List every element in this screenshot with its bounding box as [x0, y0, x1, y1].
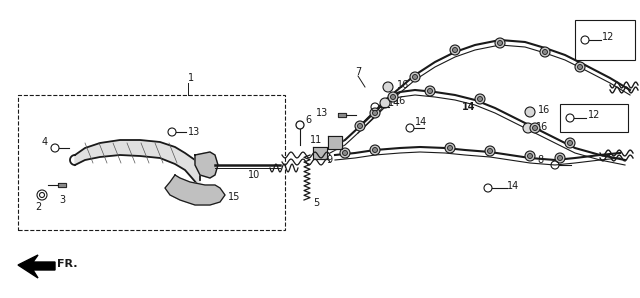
Text: 13: 13 [316, 108, 328, 118]
Text: 16: 16 [397, 80, 409, 90]
Circle shape [342, 150, 348, 156]
Circle shape [370, 145, 380, 155]
Circle shape [428, 89, 433, 94]
Circle shape [568, 140, 573, 145]
Text: 16: 16 [538, 105, 550, 115]
Text: 8: 8 [538, 155, 544, 165]
Text: 3: 3 [59, 195, 65, 205]
Circle shape [340, 148, 350, 158]
Circle shape [383, 82, 393, 92]
Text: 7: 7 [355, 67, 361, 77]
Circle shape [425, 86, 435, 96]
Circle shape [575, 62, 585, 72]
Circle shape [532, 125, 538, 131]
Text: FR.: FR. [57, 259, 77, 269]
Text: 14: 14 [507, 181, 519, 191]
Circle shape [565, 138, 575, 148]
Polygon shape [195, 152, 218, 178]
Circle shape [388, 92, 398, 102]
Circle shape [372, 111, 378, 116]
Bar [575, 20, 635, 60]
Text: 16: 16 [536, 122, 548, 132]
Text: 13: 13 [188, 127, 200, 137]
Circle shape [555, 153, 565, 163]
Circle shape [557, 156, 563, 161]
Circle shape [445, 143, 455, 153]
Circle shape [485, 146, 495, 156]
Polygon shape [328, 136, 342, 149]
Polygon shape [338, 113, 346, 117]
Text: 12: 12 [588, 110, 600, 120]
Circle shape [530, 123, 540, 133]
Circle shape [358, 123, 362, 128]
Text: 9: 9 [326, 155, 332, 165]
Text: 10: 10 [248, 170, 260, 180]
Circle shape [475, 94, 485, 104]
Circle shape [577, 64, 582, 69]
Circle shape [370, 108, 380, 118]
Circle shape [413, 74, 417, 80]
Circle shape [390, 94, 396, 100]
Circle shape [525, 107, 535, 117]
Bar [560, 104, 628, 132]
Text: 2: 2 [35, 202, 41, 212]
Text: 14: 14 [415, 117, 428, 127]
Circle shape [450, 45, 460, 55]
Circle shape [488, 148, 493, 153]
Circle shape [527, 153, 532, 159]
Circle shape [497, 41, 502, 46]
Circle shape [540, 47, 550, 57]
Circle shape [372, 148, 378, 153]
Text: 5: 5 [313, 198, 319, 208]
Text: 1: 1 [188, 73, 194, 83]
Text: 12: 12 [602, 32, 614, 42]
Bar [18, 95, 285, 230]
Text: 14: 14 [462, 102, 476, 112]
Polygon shape [58, 183, 66, 187]
Polygon shape [18, 255, 55, 278]
Circle shape [410, 72, 420, 82]
Polygon shape [75, 140, 200, 190]
Polygon shape [313, 147, 327, 159]
Text: 15: 15 [228, 192, 241, 202]
Circle shape [355, 121, 365, 131]
Circle shape [543, 49, 547, 55]
Circle shape [452, 47, 458, 52]
Circle shape [525, 151, 535, 161]
Text: 4: 4 [42, 137, 48, 147]
Text: 6: 6 [305, 115, 311, 125]
Circle shape [447, 145, 452, 150]
Polygon shape [165, 175, 225, 205]
Circle shape [380, 98, 390, 108]
Circle shape [523, 123, 533, 133]
Text: 11: 11 [310, 135, 322, 145]
Text: 14: 14 [388, 98, 400, 108]
Circle shape [495, 38, 505, 48]
Text: 16: 16 [394, 96, 406, 106]
Circle shape [477, 97, 483, 102]
